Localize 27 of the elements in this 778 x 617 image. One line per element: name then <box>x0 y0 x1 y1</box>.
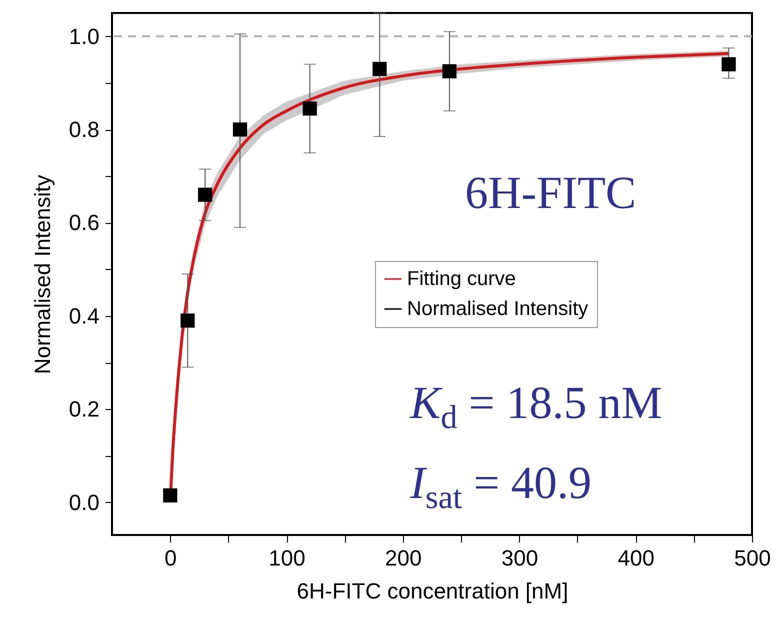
point <box>232 122 248 137</box>
y-tick-label: 0.0 <box>68 490 100 515</box>
annotation: 6H-FITC <box>465 167 636 218</box>
y-tick-label: 0.8 <box>68 117 100 142</box>
x-tick-label: 500 <box>734 546 771 570</box>
point <box>198 188 212 202</box>
x-tick-label: 300 <box>501 546 538 570</box>
x-axis-title: 6H-FITC concentration [nM] <box>296 578 568 604</box>
y-axis-title: Normalised Intensity <box>30 174 55 374</box>
annotation: I$_{sat}$ = 40.9 <box>410 457 592 516</box>
point <box>302 101 317 116</box>
annotation: K$_{d}$ = 18.5 nM <box>410 377 662 436</box>
legend-label: Fitting curve <box>407 268 516 290</box>
x-tick-label: 0 <box>164 546 177 570</box>
point <box>180 314 195 328</box>
x-tick-label: 200 <box>385 546 422 570</box>
legend-label: Normalised Intensity <box>407 298 588 320</box>
y-tick-label: 0.6 <box>68 210 100 236</box>
point <box>722 57 736 72</box>
point <box>163 488 178 502</box>
y-tick-label: 0.4 <box>68 303 100 328</box>
y-tick-label: 0.2 <box>68 396 100 422</box>
y-tick-label: 1.0 <box>68 24 100 49</box>
point <box>372 62 387 76</box>
x-tick-label: 100 <box>268 546 306 570</box>
point <box>442 64 457 78</box>
x-tick-label: 400 <box>618 546 654 570</box>
